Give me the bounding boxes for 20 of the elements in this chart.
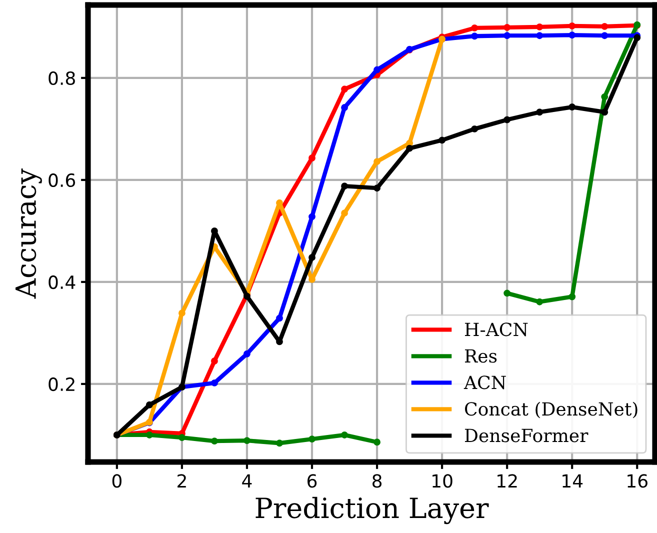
- legend-label: H-ACN: [464, 322, 528, 336]
- x-tick-label: 0: [112, 474, 122, 488]
- x-tick-label: 10: [432, 474, 452, 488]
- x-tick-label: 2: [178, 474, 186, 488]
- x-tick-label: 4: [242, 474, 252, 488]
- x-tick-label: 6: [308, 474, 317, 488]
- y-tick-label: 0.6: [48, 173, 76, 188]
- y-axis-title: Accuracy: [16, 168, 42, 299]
- legend-label: DenseFormer: [464, 428, 588, 442]
- y-tick-label: 0.4: [48, 275, 76, 290]
- x-axis-title: Prediction Layer: [256, 496, 489, 524]
- legend-label: Res: [464, 349, 497, 363]
- y-tick-label: 0.8: [48, 71, 75, 86]
- legend-label: ACN: [464, 376, 506, 390]
- legend-label: Concat (DenseNet): [465, 402, 638, 418]
- y-tick-label: 0.2: [48, 377, 74, 392]
- x-tick-label: 8: [372, 474, 382, 488]
- x-tick-label: 16: [628, 474, 648, 488]
- x-tick-label: 12: [498, 474, 517, 488]
- x-tick-label: 14: [562, 474, 583, 488]
